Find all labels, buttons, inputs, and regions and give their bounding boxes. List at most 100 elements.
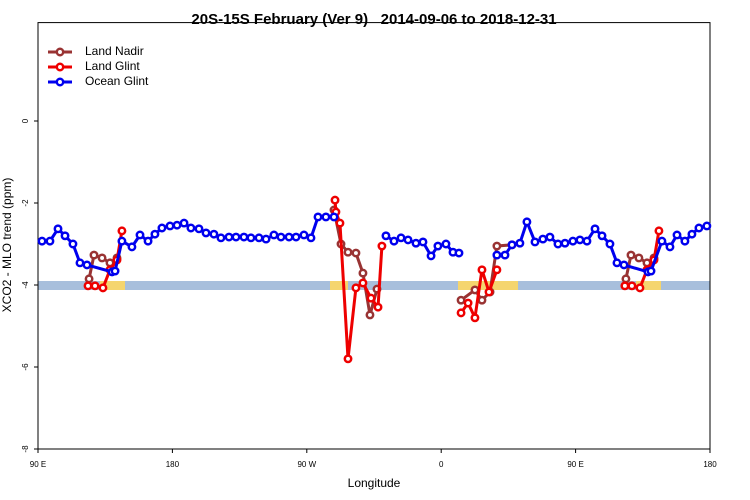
data-point	[441, 239, 451, 249]
data-point	[351, 248, 361, 258]
data-point	[172, 220, 182, 230]
data-point	[389, 236, 399, 246]
data-point	[209, 229, 219, 239]
data-point	[90, 281, 100, 291]
data-point	[582, 236, 592, 246]
data-point	[45, 236, 55, 246]
data-point	[500, 250, 510, 260]
data-point	[694, 223, 704, 233]
data-point	[381, 231, 391, 241]
data-point	[117, 226, 127, 236]
data-point	[127, 242, 137, 252]
data-point	[110, 266, 120, 276]
data-point	[456, 295, 466, 305]
data-point	[687, 229, 697, 239]
data-point	[484, 287, 494, 297]
data-point	[627, 281, 637, 291]
legend-label: Ocean Glint	[85, 74, 149, 88]
data-point	[590, 224, 600, 234]
y-tick-label: -6	[21, 363, 30, 371]
data-point	[53, 224, 63, 234]
data-point	[246, 233, 256, 243]
data-point	[634, 253, 644, 263]
data-point	[201, 228, 211, 238]
ocean-band	[38, 281, 710, 290]
data-point	[60, 231, 70, 241]
data-point	[351, 283, 361, 293]
data-point	[456, 308, 466, 318]
data-point	[657, 236, 667, 246]
data-point	[261, 234, 271, 244]
data-point	[89, 250, 99, 260]
chart-title: 20S-15S February (Ver 9) 2014-09-06 to 2…	[191, 11, 556, 28]
data-point	[463, 298, 473, 308]
data-point	[377, 241, 387, 251]
data-point	[330, 195, 340, 205]
data-point	[343, 247, 353, 257]
data-point	[507, 240, 517, 250]
data-point	[396, 233, 406, 243]
data-point	[239, 232, 249, 242]
data-point	[306, 233, 316, 243]
data-point	[620, 281, 630, 291]
data-point	[635, 283, 645, 293]
data-point	[343, 354, 353, 364]
data-point	[117, 236, 127, 246]
data-point	[545, 232, 555, 242]
x-tick-label: 180	[166, 460, 180, 469]
data-point	[626, 250, 636, 260]
x-tick-label: 0	[439, 460, 444, 469]
data-point	[321, 212, 331, 222]
data-point	[269, 230, 279, 240]
data-point	[575, 235, 585, 245]
data-point	[553, 239, 563, 249]
y-axis-label: XCO2 - MLO trend (ppm)	[0, 178, 14, 313]
legend-marker	[55, 77, 65, 87]
data-point	[37, 236, 47, 246]
data-point	[654, 226, 664, 236]
land-band	[100, 281, 125, 290]
data-point	[515, 238, 525, 248]
land-band	[330, 281, 348, 290]
data-point	[605, 239, 615, 249]
data-point	[299, 230, 309, 240]
data-point	[433, 241, 443, 251]
data-point	[665, 242, 675, 252]
x-tick-label: 180	[703, 460, 717, 469]
data-point	[530, 237, 540, 247]
data-point	[224, 232, 234, 242]
data-point	[143, 236, 153, 246]
data-point	[560, 238, 570, 248]
data-point	[492, 265, 502, 275]
data-point	[612, 258, 622, 268]
data-point	[98, 283, 108, 293]
data-point	[135, 230, 145, 240]
data-point	[597, 231, 607, 241]
data-point	[82, 260, 92, 270]
x-tick-label: 90 E	[567, 460, 583, 469]
data-point	[619, 260, 629, 270]
data-point	[254, 233, 264, 243]
data-point	[335, 218, 345, 228]
data-point	[83, 281, 93, 291]
data-point	[454, 248, 464, 258]
data-point	[672, 230, 682, 240]
plot-frame	[37, 22, 711, 450]
data-point	[165, 221, 175, 231]
data-point	[538, 234, 548, 244]
data-point	[477, 295, 487, 305]
data-point	[291, 232, 301, 242]
y-tick-label: 0	[21, 118, 30, 123]
data-point	[358, 268, 368, 278]
data-point	[179, 218, 189, 228]
y-tick-label: -4	[21, 281, 30, 289]
data-point	[329, 212, 339, 222]
legend-label: Land Nadir	[85, 44, 144, 58]
legend-marker	[55, 62, 65, 72]
data-point	[477, 265, 487, 275]
data-point	[365, 310, 375, 320]
land-band	[636, 281, 661, 290]
data-point	[646, 266, 656, 276]
data-point	[621, 274, 631, 284]
